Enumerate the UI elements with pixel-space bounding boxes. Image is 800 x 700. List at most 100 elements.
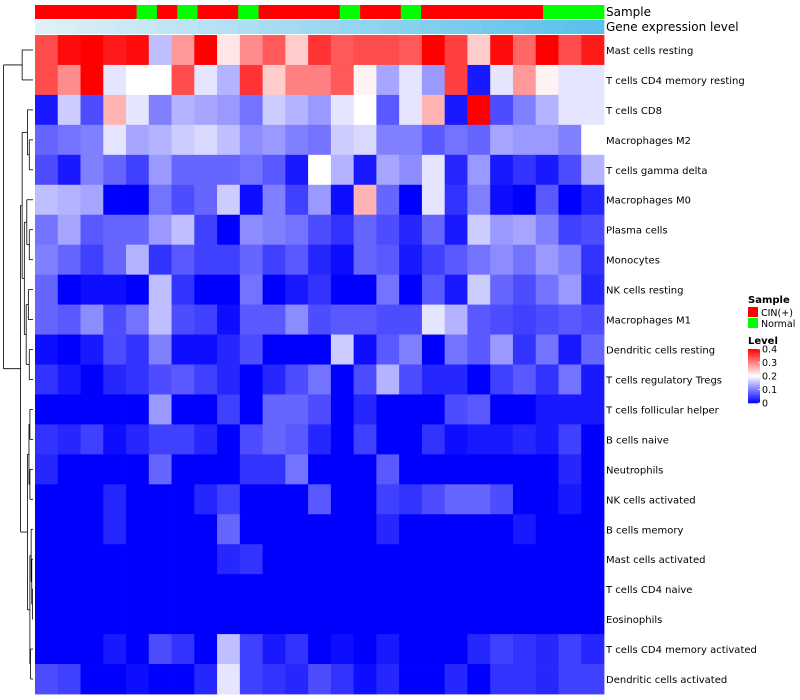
heatmap-cell: [126, 64, 150, 96]
heatmap-cell: [512, 35, 537, 66]
heatmap-cell: [126, 514, 150, 545]
heatmap-cell: [399, 154, 423, 186]
annotation-track-label: Gene expression level: [606, 20, 739, 34]
row-label: T cells CD8: [605, 106, 662, 117]
heatmap-cell: [444, 424, 468, 455]
heatmap-cell: [148, 454, 172, 485]
heatmap-cell: [353, 364, 377, 395]
legend-gradient-step: [748, 382, 760, 385]
heatmap-cell: [57, 274, 81, 305]
heatmap-cell: [399, 274, 423, 305]
row-label: Dendritic cells resting: [606, 346, 715, 357]
heatmap-cell: [308, 604, 332, 635]
heatmap-cell: [194, 544, 218, 575]
heatmap-cell: [217, 154, 241, 186]
heatmap-cell: [512, 214, 537, 246]
heatmap-cell: [399, 364, 423, 395]
heatmap-cell: [171, 244, 195, 276]
gene-expression-annotation-cell: [543, 20, 564, 34]
heatmap-cell: [467, 634, 491, 665]
heatmap-cell: [126, 94, 150, 126]
heatmap-cell: [308, 35, 332, 66]
heatmap-cell: [57, 394, 81, 425]
heatmap-cell: [376, 544, 400, 575]
gene-expression-annotation-cell: [136, 20, 158, 34]
heatmap-cell: [376, 124, 400, 156]
heatmap-cell: [467, 154, 491, 186]
legend-gradient-step: [748, 381, 760, 384]
heatmap-cell: [490, 604, 514, 635]
sample-annotation-cell: [319, 5, 341, 19]
heatmap-cell: [148, 244, 172, 276]
heatmap-cell: [421, 214, 446, 246]
heatmap-cell: [148, 334, 172, 365]
heatmap-cell: [217, 364, 241, 395]
heatmap-cell: [217, 634, 241, 665]
heatmap-cell: [353, 604, 377, 635]
heatmap-cell: [239, 64, 263, 96]
heatmap-cell: [512, 514, 537, 545]
heatmap-cell: [217, 454, 241, 485]
heatmap-cell: [421, 35, 446, 66]
heatmap-cell: [490, 274, 514, 305]
heatmap-cell: [490, 454, 514, 485]
heatmap-cell: [285, 274, 309, 305]
heatmap-cell: [512, 94, 537, 126]
gene-expression-annotation-cell: [400, 20, 422, 34]
heatmap-cell: [239, 35, 263, 66]
heatmap-cell: [512, 64, 537, 96]
heatmap-cell: [444, 154, 468, 186]
heatmap-cell: [171, 184, 195, 216]
heatmap-cell: [262, 634, 286, 665]
heatmap-cell: [148, 124, 172, 156]
heatmap-cell: [444, 514, 468, 545]
heatmap-cell: [126, 424, 150, 455]
heatmap-cell: [148, 664, 172, 695]
heatmap-cell: [262, 35, 286, 66]
heatmap-cell: [285, 334, 309, 365]
heatmap-cell: [353, 664, 377, 695]
heatmap-cell: [535, 274, 559, 305]
heatmap-cell: [399, 304, 423, 335]
heatmap-cell: [353, 544, 377, 575]
heatmap-cell: [80, 304, 104, 335]
heatmap-cell: [80, 424, 104, 455]
gene-expression-annotation-cell: [380, 20, 402, 34]
legend-gradient-step: [748, 378, 760, 381]
heatmap-cell: [35, 184, 59, 216]
sample-annotation-cell: [258, 5, 280, 19]
heatmap-cell: [467, 454, 491, 485]
heatmap-cell: [194, 484, 218, 515]
heatmap-cell: [262, 64, 286, 96]
heatmap-cell: [57, 214, 81, 246]
legend-gradient-step: [748, 371, 760, 374]
heatmap-cell: [308, 64, 332, 96]
heatmap-cell: [57, 334, 81, 365]
legend-gradient-step: [748, 394, 760, 397]
heatmap-cell: [512, 124, 537, 156]
gene-expression-annotation-cell: [299, 20, 320, 34]
heatmap-cell: [80, 154, 104, 186]
heatmap-cell: [148, 214, 172, 246]
legend-gradient-step: [748, 389, 760, 392]
heatmap-cell: [262, 454, 286, 485]
heatmap-cell: [103, 304, 127, 335]
heatmap-cell: [239, 154, 263, 186]
sample-annotation-cell: [339, 5, 361, 19]
heatmap-cell: [194, 214, 218, 246]
gene-expression-annotation-cell: [278, 20, 300, 34]
heatmap-cell: [239, 574, 263, 605]
heatmap-cell: [80, 664, 104, 695]
row-label: T cells CD4 memory resting: [605, 76, 745, 87]
row-label: Plasma cells: [606, 226, 668, 237]
heatmap-cell: [171, 574, 195, 605]
heatmap-cell: [330, 364, 355, 395]
heatmap-cell: [171, 664, 195, 695]
heatmap-cell: [103, 604, 127, 635]
heatmap-cell: [217, 274, 241, 305]
heatmap-cell: [194, 394, 218, 425]
legend-gradient-step: [748, 388, 760, 390]
heatmap-cell: [330, 35, 355, 66]
heatmap-cell: [421, 304, 446, 335]
